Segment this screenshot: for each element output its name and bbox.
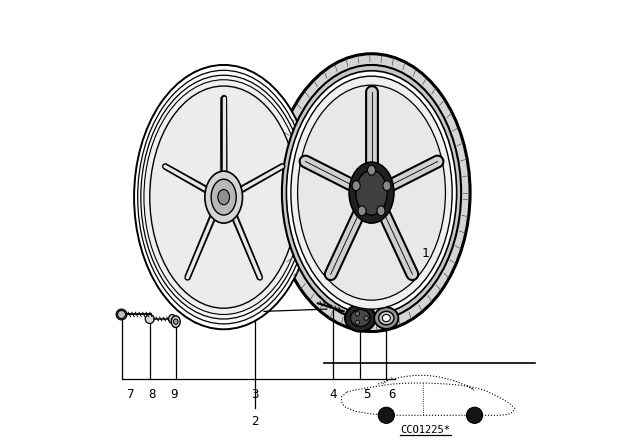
Ellipse shape xyxy=(134,65,314,329)
Ellipse shape xyxy=(287,71,457,314)
Text: 6: 6 xyxy=(388,388,396,401)
Ellipse shape xyxy=(144,80,303,314)
Ellipse shape xyxy=(356,170,387,215)
Ellipse shape xyxy=(467,407,483,423)
Ellipse shape xyxy=(138,70,310,324)
Ellipse shape xyxy=(141,75,307,319)
Text: 7: 7 xyxy=(126,388,133,401)
Ellipse shape xyxy=(351,310,370,327)
Ellipse shape xyxy=(382,314,390,322)
Text: 9: 9 xyxy=(171,388,178,401)
Ellipse shape xyxy=(172,316,180,327)
Ellipse shape xyxy=(211,179,236,215)
Ellipse shape xyxy=(358,206,366,215)
Ellipse shape xyxy=(378,407,394,423)
Ellipse shape xyxy=(273,54,470,332)
Ellipse shape xyxy=(168,314,176,323)
Ellipse shape xyxy=(116,309,127,320)
Ellipse shape xyxy=(377,206,385,215)
Ellipse shape xyxy=(355,311,360,316)
Ellipse shape xyxy=(282,65,461,320)
Text: 4: 4 xyxy=(330,388,337,401)
Ellipse shape xyxy=(218,190,230,205)
Ellipse shape xyxy=(145,314,154,323)
Ellipse shape xyxy=(352,181,360,191)
Ellipse shape xyxy=(173,319,178,324)
Ellipse shape xyxy=(349,162,394,223)
Ellipse shape xyxy=(118,310,125,319)
Ellipse shape xyxy=(374,307,398,329)
Text: 1: 1 xyxy=(422,246,429,260)
Ellipse shape xyxy=(345,305,376,332)
Ellipse shape xyxy=(291,76,452,309)
Ellipse shape xyxy=(367,165,376,175)
Ellipse shape xyxy=(205,171,243,223)
Ellipse shape xyxy=(383,181,391,191)
Text: 8: 8 xyxy=(148,388,156,401)
Ellipse shape xyxy=(364,316,369,320)
Text: 2: 2 xyxy=(252,414,259,428)
Ellipse shape xyxy=(379,311,394,325)
Text: CCO1225*: CCO1225* xyxy=(400,425,451,435)
Text: 5: 5 xyxy=(364,388,371,401)
Ellipse shape xyxy=(150,86,298,308)
Text: 3: 3 xyxy=(252,388,259,401)
Ellipse shape xyxy=(355,320,360,325)
Ellipse shape xyxy=(298,85,445,300)
